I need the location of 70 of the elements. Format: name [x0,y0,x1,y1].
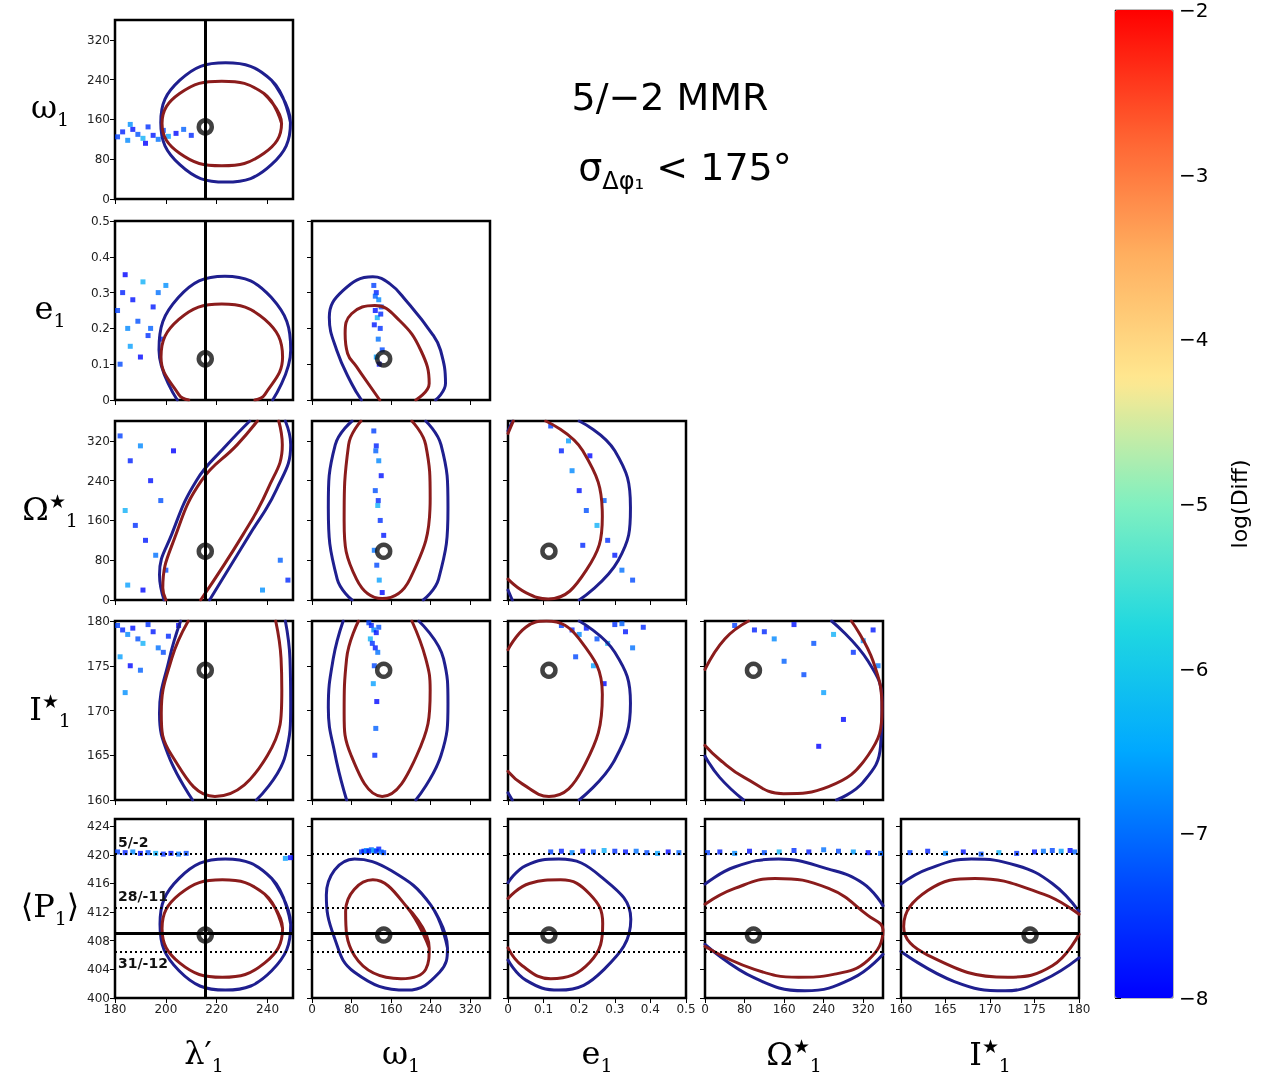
color-bar-label: −7 [1179,821,1209,846]
x-tick-label: 320 [458,1002,482,1016]
color-bar-label: −4 [1179,327,1209,352]
color-bar-label: −8 [1179,986,1209,1010]
y-tick-label: 170 [87,703,110,718]
x-tick-label: 240 [256,1002,280,1016]
x-tick-label: 175 [1023,1002,1046,1016]
color-bar-title: log(Diff) [1226,459,1252,549]
y-tick-label: 416 [87,876,110,891]
color-bar-label: −3 [1179,162,1209,187]
y-tick-label: 404 [87,962,110,977]
x-tick-label: 320 [851,1002,875,1016]
text: σ$_{Δφ₁}$ < 175° [578,145,792,195]
y-tick-label: 175 [87,658,110,673]
y-tick-label: 0.5 [90,214,110,228]
x-tick-label: 160 [379,1002,403,1016]
y-tick-label: 180 [87,614,110,628]
y-tick-label: 80 [94,553,110,568]
y-tick-label: 408 [87,933,110,948]
x-tick-label: 240 [419,1002,443,1016]
y-tick-label: 424 [87,819,110,834]
y-tick-label: 420 [87,847,110,862]
x-tick-label: 160 [889,1002,913,1016]
x-axis-title: ω$_{1}$ [381,1034,421,1076]
x-axis-title: λ′$_{1}$ [184,1034,224,1076]
x-tick-label: 240 [812,1002,836,1016]
y-tick-label: 320 [87,32,110,47]
x-tick-label: 0 [504,1002,512,1016]
y-tick-label: 165 [87,748,110,763]
y-tick-label: 0 [102,593,110,607]
y-tick-label: 160 [87,112,110,127]
y-tick-label: 0 [102,192,110,206]
x-tick-label: 0.1 [534,1002,554,1016]
y-tick-label: 0.1 [90,357,110,372]
x-tick-label: 0.2 [569,1002,589,1016]
color-bar-label: −2 [1179,0,1209,22]
x-tick-label: 170 [978,1002,1002,1016]
x-tick-label: 0.3 [605,1002,625,1016]
x-tick-label: 180 [1067,1002,1091,1016]
y-tick-label: 320 [87,433,110,448]
color-bar-label: −5 [1179,492,1209,516]
x-tick-label: 0.4 [640,1002,660,1016]
y-axis-title: ⟨P$_{1}$⟩ [20,886,80,929]
x-tick-label: 0.5 [676,1002,696,1016]
color-bar-label: −6 [1179,656,1209,681]
x-tick-label: 0 [701,1002,709,1016]
x-tick-label: 0 [308,1002,316,1016]
x-axis-title: e$_{1}$ [581,1034,613,1076]
y-tick-label: 160 [87,793,110,807]
y-tick-label: 400 [87,991,110,1005]
y-tick-label: 0.3 [90,285,110,300]
y-tick-label: 412 [87,905,110,920]
x-tick-label: 220 [205,1002,229,1016]
x-tick-label: 80 [343,1002,360,1016]
annotation: 31/-12 [118,955,168,972]
y-tick-label: 160 [87,513,110,528]
y-tick-label: 0.2 [90,321,110,336]
y-axis-title: ω$_{1}$ [30,87,70,130]
y-tick-label: 80 [94,152,110,167]
x-tick-label: 165 [934,1002,957,1016]
y-tick-label: 240 [87,473,110,488]
x-tick-label: 160 [772,1002,796,1016]
x-tick-label: 80 [736,1002,753,1016]
annotation: 5/-2 [118,834,149,851]
y-tick-label: 0.4 [90,249,110,264]
y-tick-label: 0 [102,393,110,407]
y-tick-label: 240 [87,72,110,87]
text: 5/−2 MMR [571,75,769,119]
x-tick-label: 200 [154,1002,178,1016]
y-axis-title: e$_{1}$ [34,288,66,331]
